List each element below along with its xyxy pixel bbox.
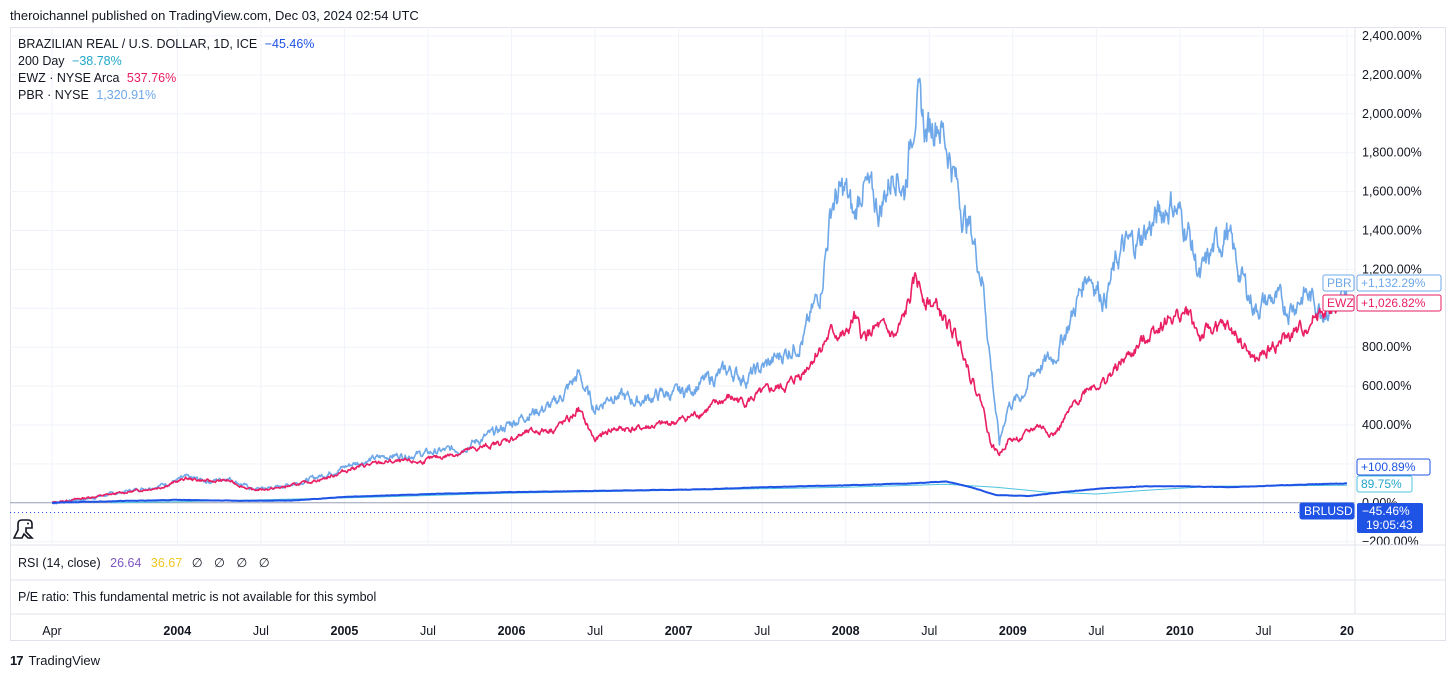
- x-tick-label: 2004: [163, 624, 191, 638]
- pbr-value-tag-bg: [1356, 274, 1442, 292]
- legend-value: 1,320.91%: [96, 88, 157, 102]
- x-tick-label: 2006: [498, 624, 526, 638]
- ewz-value-tag-text: +1,026.82%: [1361, 296, 1426, 310]
- footer: 17 TradingView: [10, 653, 100, 668]
- series-line-pbr: [51, 77, 1348, 505]
- brl-percent-tag[interactable]: +100.89%: [1356, 458, 1431, 476]
- legend-value: 537.76%: [126, 71, 177, 85]
- pbr-name-tag-text: PBR: [1327, 276, 1352, 290]
- y-tick-label: −200.00%: [1362, 535, 1419, 549]
- y-tick-label: 600.00%: [1362, 379, 1411, 393]
- y-tick-label: 1,400.00%: [1362, 224, 1422, 238]
- x-tick-label: 2009: [999, 624, 1027, 638]
- rsi-empty-values: ∅ ∅ ∅ ∅: [191, 556, 274, 570]
- y-tick-label: 2,200.00%: [1362, 68, 1422, 82]
- pbr-value-tag-text: +1,132.29%: [1361, 276, 1426, 290]
- legend-row-brl[interactable]: BRAZILIAN REAL / U.S. DOLLAR, 1D, ICE −4…: [18, 36, 314, 53]
- y-axis: 2,400.00% 2,200.00% 2,000.00% 1,800.00% 1,60…: [1362, 29, 1422, 549]
- x-tick-label: Apr: [42, 624, 61, 638]
- x-axis: Apr 2004 Jul 2005 Jul 2006 Jul 2007 Jul 2008 Jul 20…: [42, 624, 1354, 638]
- ma-value-tag-bg: [1356, 475, 1413, 493]
- pbr-value-tag[interactable]: +1,132.29%: [1356, 274, 1442, 292]
- legend-name: 200 Day: [18, 54, 65, 68]
- ewz-name-tag-text: EWZ: [1327, 296, 1354, 310]
- x-tick-label: 2005: [331, 624, 359, 638]
- y-tick-label: 1,200.00%: [1362, 262, 1422, 276]
- legend: BRAZILIAN REAL / U.S. DOLLAR, 1D, ICE −4…: [18, 36, 314, 104]
- ewz-name-tag[interactable]: EWZ: [1322, 294, 1355, 312]
- x-tick-label: Jul: [921, 624, 937, 638]
- x-tick-label: Jul: [420, 624, 436, 638]
- brl-last-price-tag[interactable]: −45.46%19:05:43: [1357, 503, 1423, 533]
- brl-percent-tag-text: +100.89%: [1361, 460, 1416, 474]
- pe-ratio-legend[interactable]: P/E ratio: This fundamental metric is no…: [18, 590, 377, 604]
- x-tick-label: 2007: [665, 624, 693, 638]
- legend-value: −38.78%: [72, 54, 122, 68]
- tradingview-logo-icon: 17: [10, 653, 24, 668]
- pbr-name-tag-bg: [1322, 274, 1355, 292]
- legend-row-ma[interactable]: 200 Day −38.78%: [18, 53, 314, 70]
- series-line-brlusd: [51, 480, 1348, 504]
- series-layer: [51, 77, 1348, 505]
- x-tick-label: 2010: [1166, 624, 1194, 638]
- legend-row-ewz[interactable]: EWZ · NYSE Arca 537.76%: [18, 70, 314, 87]
- legend-value: −45.46%: [264, 37, 315, 51]
- brl-last-price-bg: [1357, 503, 1423, 533]
- x-tick-label: Jul: [253, 624, 269, 638]
- rsi-label: RSI (14, close): [18, 556, 101, 570]
- y-tick-label: 1,600.00%: [1362, 185, 1422, 199]
- chart-frame: [10, 27, 1446, 641]
- brlusd-name-tag-text: BRLUSD: [1304, 504, 1353, 518]
- brlusd-name-tag[interactable]: BRLUSD: [1299, 502, 1355, 520]
- legend-name: BRAZILIAN REAL / U.S. DOLLAR, 1D, ICE: [18, 37, 258, 51]
- rsi-value: 26.64: [110, 556, 142, 570]
- brl-percent-tag-bg: [1356, 458, 1431, 476]
- x-tick-label: Jul: [754, 624, 770, 638]
- series-line-ewz: [51, 272, 1348, 504]
- ma-value-tag[interactable]: 89.75%: [1356, 475, 1413, 493]
- x-tick-label: Jul: [587, 624, 603, 638]
- ewz-value-tag-bg: [1356, 294, 1442, 312]
- ewz-name-tag-bg: [1322, 294, 1355, 312]
- publisher-header: theroichannel published on TradingView.c…: [10, 8, 419, 23]
- ewz-value-tag[interactable]: +1,026.82%: [1356, 294, 1442, 312]
- rsi-ma-value: 36.67: [150, 556, 183, 570]
- y-tick-label: 1,800.00%: [1362, 146, 1422, 160]
- y-tick-label: 800.00%: [1362, 340, 1411, 354]
- x-tick-label: 20: [1340, 624, 1354, 638]
- x-tick-label: Jul: [1255, 624, 1271, 638]
- brl-last-price-value: −45.46%: [1362, 504, 1410, 518]
- pbr-name-tag[interactable]: PBR: [1322, 274, 1355, 292]
- x-tick-label: 2008: [832, 624, 860, 638]
- rsi-legend[interactable]: RSI (14, close) 26.64 36.67 ∅ ∅ ∅ ∅: [18, 555, 274, 570]
- brlusd-name-tag-bg: [1299, 502, 1355, 520]
- y-tick-label: 2,400.00%: [1362, 29, 1422, 43]
- legend-name: PBR · NYSE: [18, 88, 89, 102]
- y-tick-label: 400.00%: [1362, 418, 1411, 432]
- price-tags: PBR +1,132.29% EWZ +1,026.82% +100.89% 89.75%…: [1299, 274, 1442, 533]
- legend-row-pbr[interactable]: PBR · NYSE 1,320.91%: [18, 87, 314, 104]
- brand-name: TradingView: [28, 653, 101, 668]
- y-tick-label: 2,000.00%: [1362, 107, 1422, 121]
- legend-name: EWZ · NYSE Arca: [18, 71, 120, 85]
- ma-value-tag-text: 89.75%: [1361, 477, 1402, 491]
- grid: [10, 27, 1355, 545]
- x-tick-label: Jul: [1088, 624, 1104, 638]
- bar-countdown: 19:05:43: [1366, 518, 1413, 532]
- dino-icon[interactable]: [12, 519, 34, 539]
